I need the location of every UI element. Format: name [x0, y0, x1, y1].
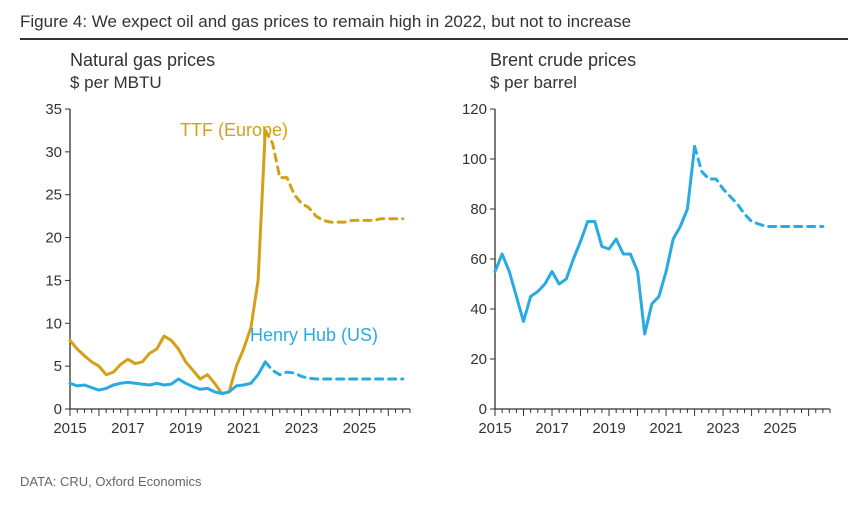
- svg-text:10: 10: [45, 315, 62, 332]
- chart-svg-left: 05101520253035201520172019202120232025: [20, 99, 420, 459]
- panel-left-title: Natural gas prices: [70, 50, 420, 71]
- svg-text:60: 60: [470, 251, 487, 268]
- panel-natural-gas: Natural gas prices $ per MBTU TTF (Europ…: [20, 50, 420, 464]
- svg-text:2019: 2019: [169, 420, 202, 437]
- svg-text:40: 40: [470, 301, 487, 318]
- svg-text:2017: 2017: [535, 420, 568, 437]
- svg-text:2015: 2015: [53, 420, 86, 437]
- svg-text:20: 20: [45, 230, 62, 247]
- svg-text:25: 25: [45, 187, 62, 204]
- figure-title: Figure 4: We expect oil and gas prices t…: [20, 12, 848, 40]
- chart-svg-right: 0 20 40 60 80 100 120 2015 2017 2019 2021 2023 2025: [440, 99, 840, 459]
- panel-brent: Brent crude prices $ per barrel 0 20 40 60 8…: [440, 50, 840, 464]
- svg-text:2021: 2021: [227, 420, 260, 437]
- charts-row: Natural gas prices $ per MBTU TTF (Europ…: [20, 50, 848, 464]
- svg-text:30: 30: [45, 144, 62, 161]
- svg-text:80: 80: [470, 201, 487, 218]
- svg-text:35: 35: [45, 101, 62, 118]
- panel-right-title: Brent crude prices: [490, 50, 840, 71]
- svg-text:15: 15: [45, 272, 62, 289]
- svg-text:2017: 2017: [111, 420, 144, 437]
- figure-source: DATA: CRU, Oxford Economics: [20, 474, 848, 489]
- svg-text:2023: 2023: [285, 420, 318, 437]
- svg-text:120: 120: [462, 101, 487, 118]
- panel-left-subtitle: $ per MBTU: [70, 73, 420, 93]
- svg-text:2019: 2019: [592, 420, 625, 437]
- svg-text:0: 0: [54, 401, 62, 418]
- svg-text:5: 5: [54, 358, 62, 375]
- svg-text:2025: 2025: [343, 420, 376, 437]
- panel-right-subtitle: $ per barrel: [490, 73, 840, 93]
- svg-text:2021: 2021: [649, 420, 682, 437]
- svg-text:2025: 2025: [763, 420, 796, 437]
- svg-text:100: 100: [462, 151, 487, 168]
- svg-text:2015: 2015: [478, 420, 511, 437]
- svg-text:0: 0: [479, 401, 487, 418]
- svg-text:20: 20: [470, 351, 487, 368]
- svg-text:2023: 2023: [706, 420, 739, 437]
